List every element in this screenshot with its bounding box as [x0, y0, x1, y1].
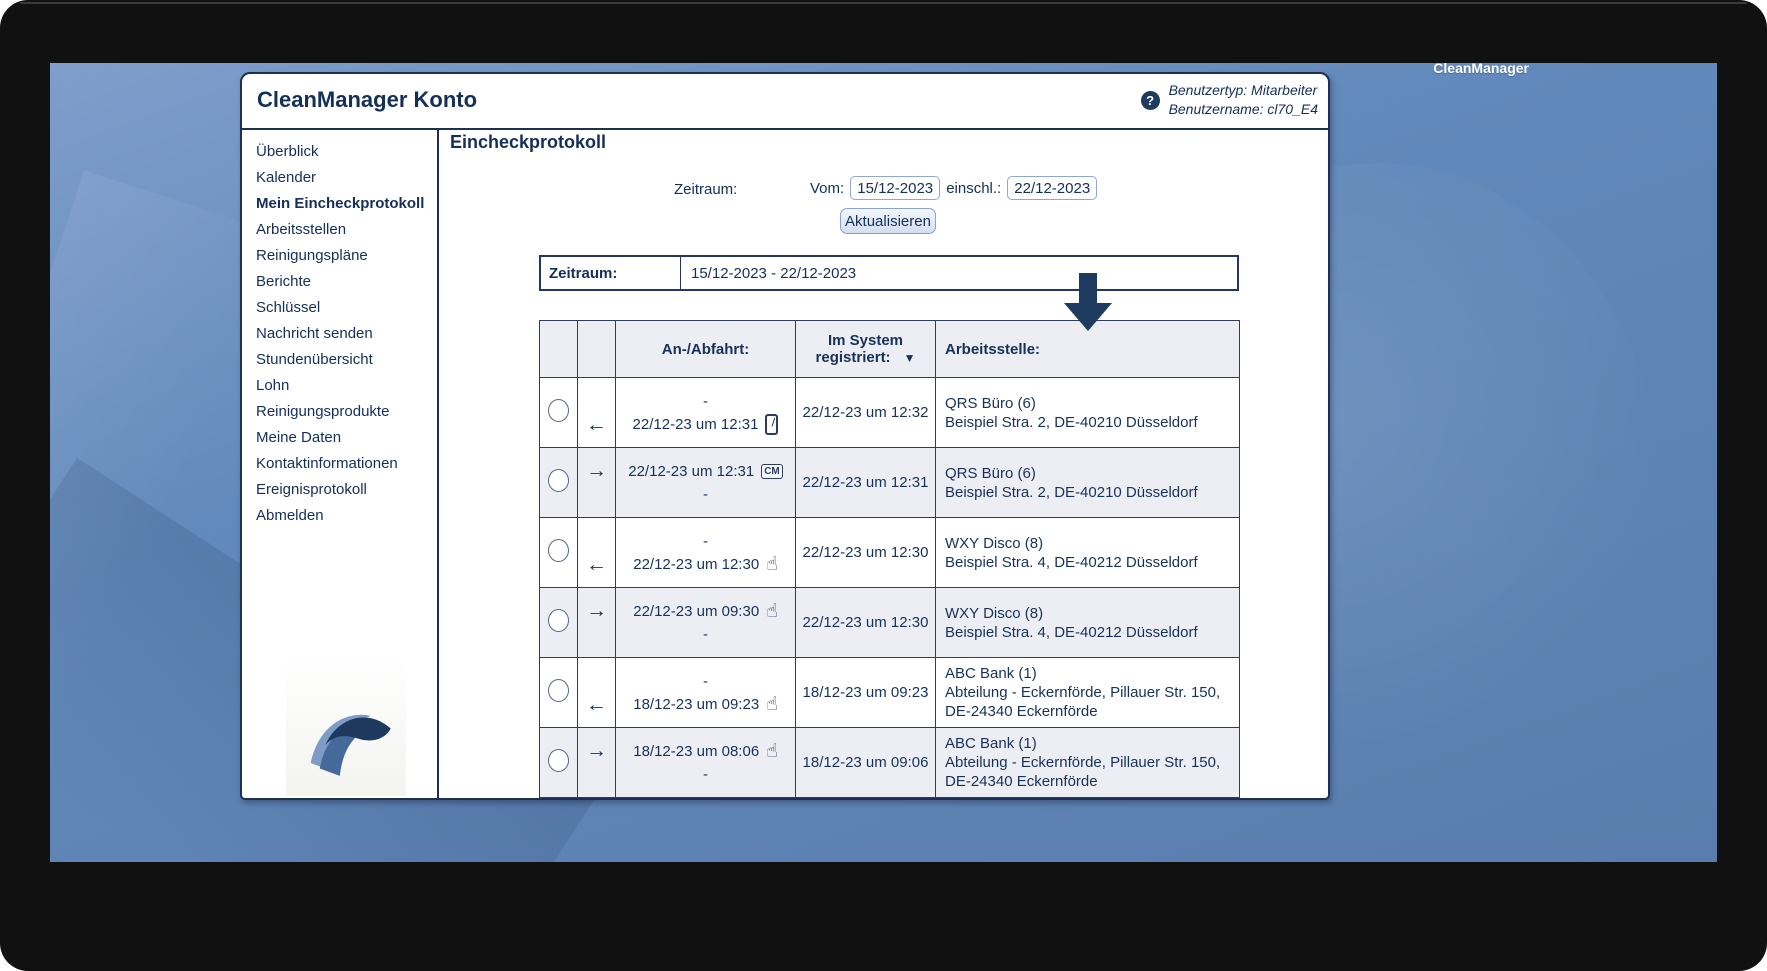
filter-from-label: Vom: — [810, 179, 845, 197]
sidebar-item-meine-daten[interactable]: Meine Daten — [256, 429, 342, 446]
registered-cell: 22/12-23 um 12:31 — [795, 447, 936, 518]
date-to-input[interactable] — [1007, 176, 1098, 200]
arrow-left-icon: ← — [586, 552, 607, 576]
sidebar-item-lohn[interactable]: Lohn — [256, 377, 290, 394]
phone-icon — [765, 413, 779, 435]
period-summary: Zeitraum: 15/12-2023 - 22/12-2023 — [539, 255, 1239, 291]
refresh-button[interactable]: Aktualisieren — [840, 208, 936, 234]
table-row: ← - 18/12-23 um 09:23 ☝ 18/12-23 um 09:23… — [539, 657, 1240, 728]
time-cell: 18/12-23 um 08:06 ☝ - — [615, 727, 796, 798]
sidebar-item-abmelden[interactable]: Abmelden — [256, 507, 324, 524]
registered-cell: 22/12-23 um 12:30 — [795, 587, 936, 658]
user-type: Benutzertyp: Mitarbeiter — [1168, 82, 1318, 98]
registered-cell: 18/12-23 um 09:23 — [795, 657, 936, 728]
sidebar-item-nachricht-senden[interactable]: Nachricht senden — [256, 325, 373, 342]
table-row: → 22/12-23 um 09:30 ☝ - 22/12-23 um 12:30… — [539, 587, 1240, 658]
cm-badge-icon: CM — [761, 463, 783, 479]
registered-cell: 22/12-23 um 12:32 — [795, 377, 936, 448]
workplace-cell: ABC Bank (1) Abteilung - Eckernförde, Pi… — [935, 657, 1240, 728]
sort-descending-icon[interactable]: ▼ — [903, 351, 916, 365]
hand-pointer-icon: ☝ — [766, 739, 778, 762]
arrow-right-icon: → — [586, 598, 607, 622]
sidebar-item-ueberblick[interactable]: Überblick — [256, 143, 319, 160]
sidebar-item-schluessel[interactable]: Schlüssel — [256, 299, 321, 316]
period-summary-value: 15/12-2023 - 22/12-2023 — [691, 264, 857, 282]
annotation-arrow-down-icon — [1064, 273, 1112, 332]
date-from-input[interactable] — [850, 176, 941, 200]
workplace-cell: QRS Büro (6) Beispiel Stra. 2, DE-40210 … — [935, 447, 1240, 518]
cleanmanager-logo — [310, 714, 391, 776]
sidebar-item-arbeitsstellen[interactable]: Arbeitsstellen — [256, 221, 347, 238]
period-summary-label: Zeitraum: — [541, 257, 681, 289]
time-cell: 22/12-23 um 09:30 ☝ - — [615, 587, 796, 658]
table-row: → 22/12-23 um 12:31 CM - 22/12-23 um 12:3… — [539, 447, 1240, 518]
filter-to-label: einschl.: — [946, 179, 1002, 197]
header-anabfahrt: An-/Abfahrt: — [615, 320, 796, 378]
row-radio[interactable] — [548, 399, 569, 422]
arrow-left-icon: ← — [586, 692, 607, 716]
user-name: Benutzername: cl70_E4 — [1168, 101, 1318, 117]
cleanmanager-window: CleanManager Konto ? Benutzertyp: Mitarb… — [240, 72, 1330, 800]
hand-pointer-icon: ☝ — [766, 599, 778, 622]
user-lines: Benutzertyp: Mitarbeiter Benutzername: c… — [1169, 81, 1318, 119]
table-header-row: An-/Abfahrt: Im System registriert: ▼ Arb… — [539, 320, 1240, 378]
sidebar-item-stundenuebersicht[interactable]: Stundenübersicht — [256, 351, 373, 368]
workplace-cell: WXY Disco (8) Beispiel Stra. 4, DE-40212… — [935, 517, 1240, 588]
table-row: → 18/12-23 um 08:06 ☝ - 18/12-23 um 09:06… — [539, 727, 1240, 798]
hand-pointer-icon: ☝ — [766, 552, 778, 575]
workplace-cell: QRS Büro (6) Beispiel Stra. 2, DE-40210 … — [935, 377, 1240, 448]
help-icon[interactable]: ? — [1140, 90, 1160, 110]
sidebar-item-mein-eincheckprotokoll[interactable]: Mein Eincheckprotokoll — [256, 195, 425, 212]
sidebar-item-kalender[interactable]: Kalender — [256, 169, 317, 186]
sidebar-item-berichte[interactable]: Berichte — [256, 273, 312, 290]
time-cell: - 22/12-23 um 12:31 — [615, 377, 796, 448]
header-divider — [242, 128, 1328, 130]
sidebar-item-kontaktinformationen[interactable]: Kontaktinformationen — [256, 455, 398, 472]
header-registriert: Im System registriert: ▼ — [795, 320, 936, 378]
time-cell: - 22/12-23 um 12:30 ☝ — [615, 517, 796, 588]
filter-group: Vom: einschl.: — [810, 176, 1098, 200]
time-cell: 22/12-23 um 12:31 CM - — [615, 447, 796, 518]
checkin-log-table: An-/Abfahrt: Im System registriert: ▼ Arb… — [539, 320, 1240, 798]
arrow-left-icon: ← — [586, 412, 607, 436]
table-row: ← - 22/12-23 um 12:30 ☝ 22/12-23 um 12:30… — [539, 517, 1240, 588]
filter-period-label: Zeitraum: — [674, 181, 738, 198]
registered-cell: 22/12-23 um 12:30 — [795, 517, 936, 588]
header-direction-column — [577, 320, 616, 378]
arrow-right-icon: → — [586, 738, 607, 762]
header-select-column — [539, 320, 578, 378]
sidebar-item-reinigungsplaene[interactable]: Reinigungspläne — [256, 247, 368, 264]
desktop-wallpaper: CleanManager CleanManager Konto ? Benutz… — [50, 63, 1717, 862]
workplace-cell: WXY Disco (8) Beispiel Stra. 4, DE-40212… — [935, 587, 1240, 658]
workplace-cell: ABC Bank (1) Abteilung - Eckernförde, Pi… — [935, 727, 1240, 798]
arrow-right-icon: → — [586, 458, 607, 482]
row-radio[interactable] — [548, 609, 569, 632]
row-radio[interactable] — [548, 749, 569, 772]
row-radio[interactable] — [548, 469, 569, 492]
sidebar-item-ereignisprotokoll[interactable]: Ereignisprotokoll — [256, 481, 367, 498]
table-row: ← - 22/12-23 um 12:31 22/12-23 um 12:32 … — [539, 377, 1240, 448]
time-cell: - 18/12-23 um 09:23 ☝ — [615, 657, 796, 728]
user-info: ? Benutzertyp: Mitarbeiter Benutzername:… — [1140, 81, 1318, 119]
sidebar-item-reinigungsprodukte[interactable]: Reinigungsprodukte — [256, 403, 390, 420]
brand-label: CleanManager — [1433, 63, 1529, 76]
sidebar-nav: Überblick Kalender Mein Eincheckprotokol… — [242, 130, 439, 798]
hand-pointer-icon: ☝ — [766, 692, 778, 715]
content-heading: Eincheckprotokoll — [450, 132, 607, 152]
registered-cell: 18/12-23 um 09:06 — [795, 727, 936, 798]
page-title: CleanManager Konto — [257, 87, 478, 112]
row-radio[interactable] — [548, 539, 569, 562]
row-radio[interactable] — [548, 679, 569, 702]
